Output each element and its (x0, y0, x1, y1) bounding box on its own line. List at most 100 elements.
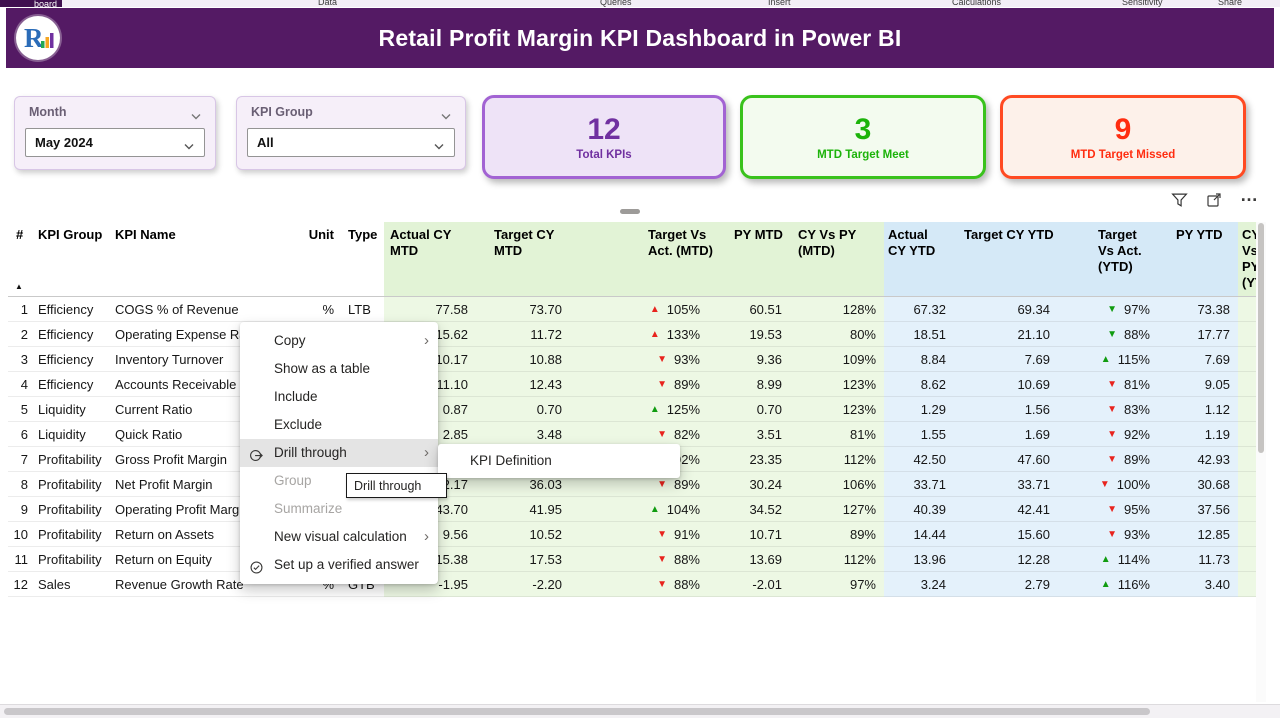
cell-py-mtd: 3.51 (728, 422, 790, 447)
target-vs-actual-value: 105% (666, 302, 700, 317)
cell-target-cy-ytd: 47.60 (954, 447, 1058, 472)
menu-item-label: Copy (274, 333, 306, 348)
ribbon-strip: board Data Queries Insert Calculations Sensi… (0, 0, 1280, 7)
cell-kpi-group: Profitability (34, 447, 112, 472)
column-header-index[interactable]: # ▲ (8, 222, 34, 296)
arrow-down-icon: ▼ (657, 428, 667, 440)
table-row[interactable]: 8 Profitability Net Profit Margin 32.17 36.0… (8, 472, 1264, 497)
cell-actual-cy-ytd: 42.50 (884, 447, 954, 472)
chevron-down-icon[interactable] (183, 139, 195, 154)
cell-target-cy-ytd: 21.10 (954, 322, 1058, 347)
column-header-py-mtd[interactable]: PY MTD (728, 222, 790, 296)
menu-item-label: Group (274, 473, 312, 488)
cell-cy-vs-py-mtd: 123% (790, 372, 884, 397)
menu-item-set-up-a-verified-answer[interactable]: Set up a verified answer (240, 551, 438, 579)
cell-target-vs-act-ytd: ▼ 93% (1058, 522, 1164, 547)
cell-target-cy-mtd: 41.95 (476, 497, 570, 522)
column-header-unit[interactable]: Unit (308, 227, 334, 242)
submenu-item-kpi-definition[interactable]: KPI Definition (470, 453, 552, 468)
menu-item-drill-through[interactable]: Drill through › (240, 439, 438, 467)
cell-py-mtd: 0.70 (728, 397, 790, 422)
arrow-down-icon: ▼ (657, 578, 667, 590)
cell-kpi-name: Revenue Growth Rate (112, 572, 304, 597)
context-menu: Copy › Show as a table Include Exclude Drill … (240, 322, 438, 584)
column-header-cy-vs-py-mtd[interactable]: CY Vs PY (MTD) (790, 222, 884, 296)
cell-target-cy-mtd: 12.43 (476, 372, 570, 397)
menu-item-copy[interactable]: Copy › (240, 327, 438, 355)
menu-item-label: Set up a verified answer (274, 557, 419, 572)
column-header-actual-cy-ytd[interactable]: Actual CY YTD (884, 222, 954, 296)
table-row[interactable]: 12 Sales Revenue Growth Rate% GTB -1.95 -2.20… (8, 572, 1264, 597)
column-header-type[interactable]: Type (348, 227, 378, 242)
table-horizontal-scroll-thumb[interactable] (620, 209, 640, 214)
menu-item-exclude[interactable]: Exclude (240, 411, 438, 439)
arrow-up-icon: ▲ (649, 503, 660, 515)
kpi-group-slicer-label: KPI Group (251, 105, 313, 119)
table-row[interactable]: 1 Efficiency COGS % of Revenue% LTB 77.58 73.… (8, 297, 1264, 322)
ribbon-tab-sensitivity[interactable]: Sensitivity (1122, 0, 1163, 7)
cell-kpi-name: Return on Assets (112, 522, 304, 547)
cell-target-vs-act-ytd: ▼ 88% (1058, 322, 1164, 347)
filter-icon[interactable] (1168, 189, 1190, 211)
cell-index: 6 (8, 422, 34, 447)
column-header-target-vs-act-mtd[interactable]: Target Vs Act. (MTD) (570, 222, 728, 296)
column-header-target-vs-act-ytd[interactable]: Target Vs Act. (YTD) (1058, 222, 1164, 296)
table-row[interactable]: 9 Profitability Operating Profit Margin 43.… (8, 497, 1264, 522)
table-row[interactable]: 2 Efficiency Operating Expense Ratio 15.62 1… (8, 322, 1264, 347)
month-dropdown[interactable]: May 2024 (25, 128, 205, 157)
cell-py-mtd: 23.35 (728, 447, 790, 472)
column-header-actual-cy-mtd[interactable]: Actual CY MTD (384, 222, 476, 296)
table-row[interactable]: 11 Profitability Return on Equity 15.38 17.5… (8, 547, 1264, 572)
arrow-down-icon: ▼ (657, 478, 667, 490)
column-header-target-cy-ytd[interactable]: Target CY YTD (954, 222, 1058, 296)
menu-item-include[interactable]: Include (240, 383, 438, 411)
column-header-py-ytd[interactable]: PY YTD (1164, 222, 1238, 296)
cell-target-cy-ytd: 69.34 (954, 297, 1058, 322)
ribbon-tab-queries[interactable]: Queries (600, 0, 632, 7)
kpi-table: # ▲ KPI Group KPI Name Unit Type Actual … (8, 222, 1264, 597)
chevron-down-icon[interactable] (433, 139, 445, 154)
arrow-down-icon: ▼ (1099, 478, 1110, 490)
vertical-scrollbar-thumb[interactable] (1258, 223, 1264, 453)
month-dropdown-value: May 2024 (35, 135, 93, 150)
cell-target-vs-act-ytd: ▲ 115% (1058, 347, 1164, 372)
more-options-icon[interactable]: … (1240, 184, 1258, 205)
cell-py-ytd: 12.85 (1164, 522, 1238, 547)
column-header-kpi-name[interactable]: KPI Name (115, 227, 176, 242)
vertical-scrollbar-track[interactable] (1256, 222, 1266, 702)
kpi-group-dropdown[interactable]: All (247, 128, 455, 157)
menu-item-show-as-a-table[interactable]: Show as a table (240, 355, 438, 383)
table-row[interactable]: 10 Profitability Return on Assets 9.56 10.52… (8, 522, 1264, 547)
ribbon-active-tab[interactable]: board (0, 0, 62, 7)
cell-target-vs-act-ytd: ▼ 97% (1058, 297, 1164, 322)
ribbon-tab-data[interactable]: Data (318, 0, 338, 7)
ribbon-tab-share[interactable]: Share (1218, 0, 1243, 7)
cell-py-mtd: 13.69 (728, 547, 790, 572)
cell-py-mtd: -2.01 (728, 572, 790, 597)
horizontal-scrollbar-thumb[interactable] (4, 708, 1150, 715)
table-row[interactable]: 5 Liquidity Current Ratio 0.87 0.70 ▲ 125% 0.70… (8, 397, 1264, 422)
table-row[interactable]: 4 Efficiency Accounts Receivable Turnover 1… (8, 372, 1264, 397)
table-row[interactable]: 3 Efficiency Inventory Turnover 10.17 10.88 ▼… (8, 347, 1264, 372)
cell-target-vs-act-ytd: ▼ 92% (1058, 422, 1164, 447)
drill-through-icon (249, 445, 265, 462)
target-vs-actual-value: 88% (1123, 327, 1150, 342)
cell-py-mtd: 8.99 (728, 372, 790, 397)
cell-target-vs-act-ytd: ▲ 114% (1058, 547, 1164, 572)
company-logo: R (16, 16, 60, 60)
cell-target-vs-act-ytd: ▼ 89% (1058, 447, 1164, 472)
target-vs-actual-value: 89% (673, 377, 700, 392)
column-header-kpi-group[interactable]: KPI Group (38, 227, 103, 242)
focus-mode-icon[interactable] (1203, 189, 1225, 211)
chevron-down-icon[interactable] (440, 108, 452, 126)
cell-actual-cy-ytd: 13.96 (884, 547, 954, 572)
column-header-target-cy-mtd[interactable]: Target CY MTD (476, 222, 570, 296)
ribbon-tab-insert[interactable]: Insert (768, 0, 791, 7)
chevron-down-icon[interactable] (190, 108, 202, 126)
cell-index: 3 (8, 347, 34, 372)
ribbon-tab-calculations[interactable]: Calculations (952, 0, 1002, 7)
cell-kpi-name: Operating Expense Ratio (112, 322, 304, 347)
cell-target-cy-ytd: 10.69 (954, 372, 1058, 397)
menu-item-new-visual-calculation[interactable]: New visual calculation › (240, 523, 438, 551)
cell-py-ytd: 1.19 (1164, 422, 1238, 447)
